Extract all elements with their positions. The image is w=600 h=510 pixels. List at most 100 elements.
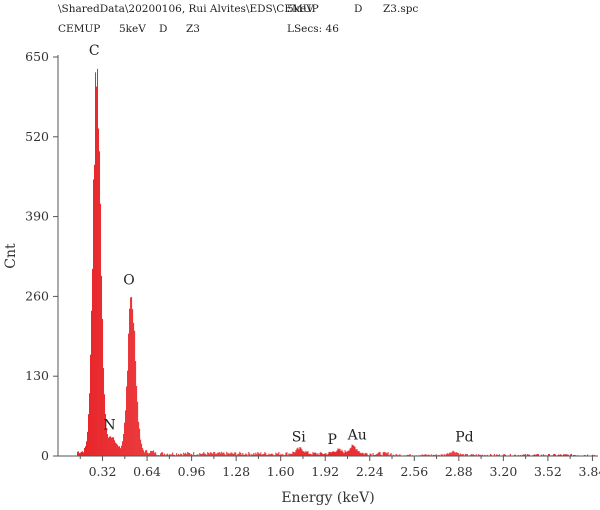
spectrum-bar <box>366 453 368 456</box>
spectrum-bar <box>305 450 307 456</box>
spectrum-bar <box>122 441 124 456</box>
header-path: \SharedData\20200106, Rui Alvites\EDS\CE… <box>58 3 319 15</box>
spectrum-bar <box>327 453 329 456</box>
spectrum-bar <box>454 452 456 456</box>
spectrum-bar <box>246 454 248 456</box>
spectrum-bar <box>447 454 449 456</box>
spectrum-bar <box>279 454 281 456</box>
spectrum-bar <box>149 452 151 456</box>
spectrum-bar <box>377 452 379 456</box>
spectrum-bar <box>513 454 515 456</box>
spectrum-bar <box>310 454 312 456</box>
spectrum-bar <box>234 452 236 456</box>
spectrum-bar <box>357 451 359 456</box>
spectrum-bar <box>461 454 463 456</box>
spectrum-bar <box>372 453 374 456</box>
spectrum-bar <box>317 453 319 456</box>
x-tick-label: 2.56 <box>400 464 428 479</box>
spectrum-bar <box>256 454 258 456</box>
spectrum-bar <box>304 452 306 456</box>
spectrum-bar <box>362 452 364 456</box>
spectrum-bar <box>140 439 142 456</box>
x-tick-label: 3.52 <box>534 464 562 479</box>
spectrum-bar <box>286 452 288 456</box>
spectrum-bar <box>430 454 432 456</box>
spectrum-bar <box>242 452 244 456</box>
spectrum-bar <box>528 454 530 456</box>
spectrum-bar <box>502 454 504 456</box>
spectrum-bar <box>489 453 491 456</box>
spectrum-bar <box>315 452 317 456</box>
spectrum-bar <box>427 454 429 456</box>
spectrum-bar <box>303 451 305 456</box>
spectrum-bar <box>517 454 519 456</box>
spectrum-bar <box>524 453 526 456</box>
spectrum-bar <box>235 452 237 456</box>
element-label: Si <box>292 430 307 446</box>
spectrum-bar <box>548 453 550 456</box>
spectrum-bar <box>384 452 386 456</box>
spectrum-bar <box>180 453 182 456</box>
spectrum-bar <box>254 454 256 456</box>
spectrum-bar <box>153 450 155 456</box>
spectrum-bar <box>169 454 171 456</box>
spectrum-bar <box>340 450 342 456</box>
spectrum-bar <box>341 449 343 456</box>
spectrum-bar <box>218 452 220 456</box>
spectrum-bar <box>311 454 313 456</box>
spectrum-bar <box>387 452 389 456</box>
spectrum-bar <box>493 453 495 456</box>
spectrum-bar <box>325 453 327 456</box>
spectrum-bar <box>386 453 388 456</box>
spectrum-bar <box>255 452 257 456</box>
spectrum-bar <box>559 454 561 456</box>
spectrum-bar <box>498 454 500 456</box>
spectrum-bar <box>337 448 339 456</box>
spectrum-bar <box>164 453 166 456</box>
spectrum-bar <box>321 453 323 456</box>
spectrum-bar <box>105 413 107 456</box>
spectrum-bar <box>95 72 97 456</box>
spectrum-bar <box>203 452 205 456</box>
x-tick-label: 0.96 <box>178 464 206 479</box>
spectrum-bar <box>223 452 225 456</box>
spectrum-bar <box>563 454 565 456</box>
spectrum-bar <box>226 451 228 456</box>
spectrum-bar <box>421 454 423 456</box>
spectrum-bar <box>222 453 224 456</box>
spectrum-bar <box>213 451 215 456</box>
spectrum-bar <box>171 454 173 456</box>
spectrum-bar <box>185 452 187 456</box>
spectrum-bar <box>569 454 571 456</box>
spectrum-bar <box>282 453 284 456</box>
spectrum-bar <box>313 453 315 456</box>
x-tick-label: 1.28 <box>222 464 250 479</box>
spectrum-bar <box>189 453 191 456</box>
spectrum-bar <box>584 454 586 456</box>
spectrum-bar <box>94 164 96 456</box>
spectrum-bar <box>323 454 325 456</box>
spectrum-bar <box>121 445 123 456</box>
spectrum-bar <box>248 451 250 456</box>
header-file: Z3.spc <box>383 3 419 15</box>
spectrum-bar <box>181 453 183 456</box>
spectrum-bar <box>148 453 150 456</box>
element-label: Au <box>347 427 367 443</box>
y-tick-label: 130 <box>25 368 49 383</box>
spectrum-bar <box>587 454 589 456</box>
spectrum-bar <box>115 442 117 456</box>
spectrum-bar <box>408 454 410 456</box>
spectrum-bar <box>82 452 84 456</box>
spectrum-bar <box>398 454 400 456</box>
spectrum-bar <box>167 453 169 456</box>
x-tick-label: 2.88 <box>445 464 473 479</box>
spectrum-bar <box>316 454 318 456</box>
header-lab: CEMUP <box>58 23 101 35</box>
spectrum-bar <box>237 454 239 456</box>
spectrum-bar <box>344 450 346 456</box>
spectrum-bar <box>174 454 176 456</box>
spectrum-bar <box>573 454 575 456</box>
spectrum-bar <box>233 453 235 456</box>
spectrum-bar <box>112 437 114 456</box>
spectrum-bar <box>334 452 336 456</box>
